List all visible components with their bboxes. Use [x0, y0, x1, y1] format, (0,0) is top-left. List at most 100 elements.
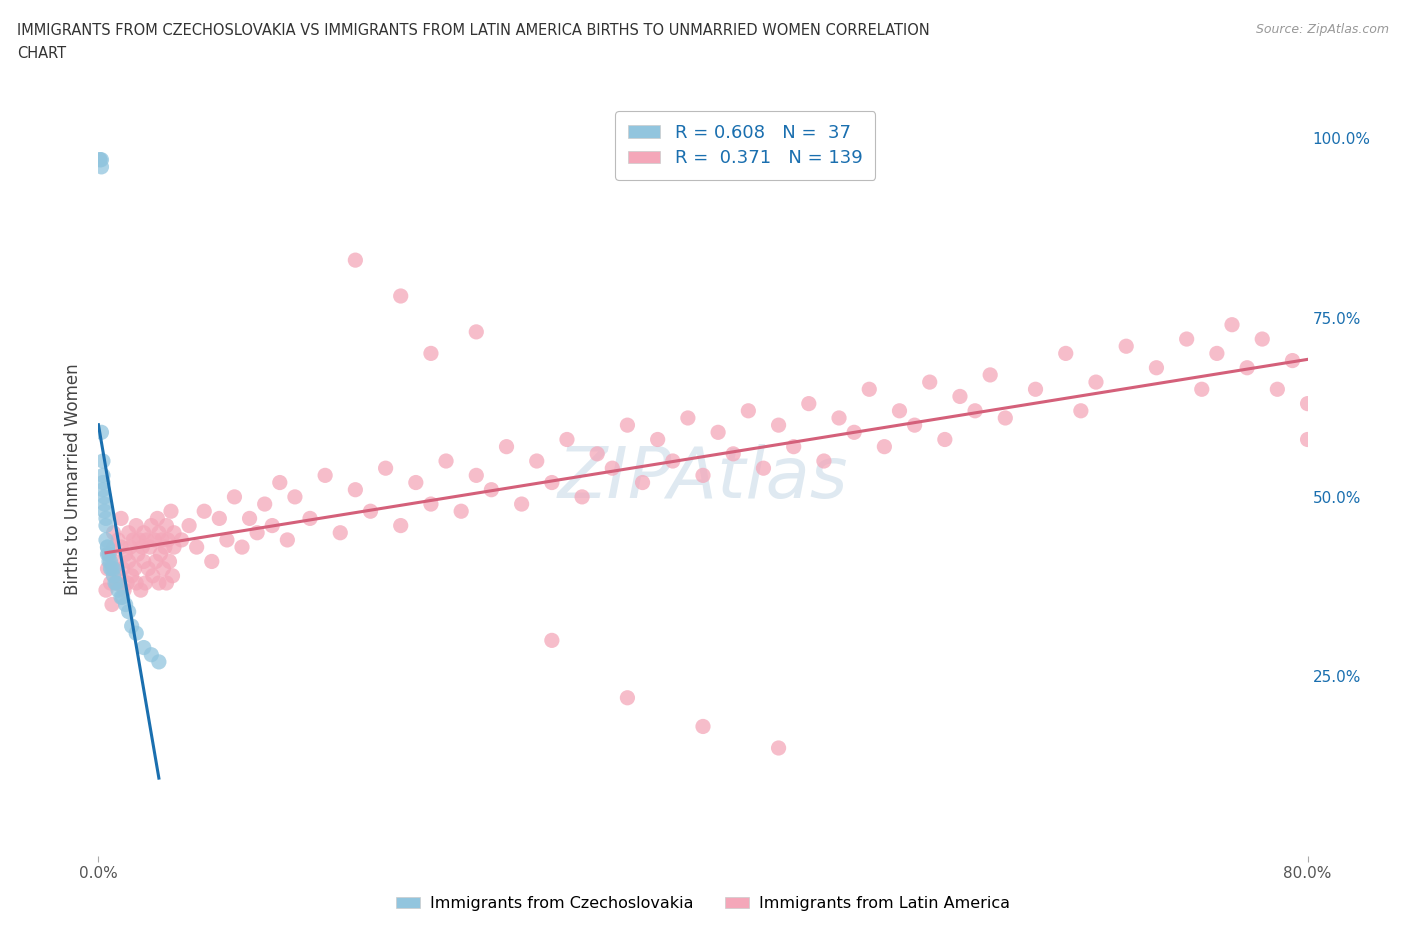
- Point: [91, 475, 114, 490]
- Point: [135, 533, 157, 548]
- Point: [813, 454, 835, 469]
- Point: [1296, 432, 1319, 447]
- Point: [465, 468, 488, 483]
- Point: [979, 367, 1001, 382]
- Point: [540, 633, 562, 648]
- Text: CHART: CHART: [17, 46, 66, 61]
- Point: [1175, 332, 1198, 347]
- Point: [94, 583, 117, 598]
- Point: [107, 583, 129, 598]
- Point: [1281, 353, 1303, 368]
- Point: [465, 325, 488, 339]
- Point: [904, 418, 927, 432]
- Point: [797, 396, 820, 411]
- Point: [146, 511, 169, 525]
- Point: [160, 504, 183, 519]
- Point: [155, 576, 177, 591]
- Point: [1054, 346, 1077, 361]
- Point: [193, 504, 215, 519]
- Point: [100, 561, 122, 576]
- Point: [692, 468, 714, 483]
- Point: [602, 460, 624, 475]
- Point: [586, 446, 609, 461]
- Point: [132, 640, 155, 655]
- Point: [152, 561, 174, 576]
- Point: [253, 497, 276, 512]
- Point: [540, 475, 562, 490]
- Point: [994, 410, 1017, 425]
- Point: [329, 525, 352, 540]
- Point: [121, 618, 143, 633]
- Point: [98, 554, 121, 569]
- Point: [420, 346, 443, 361]
- Legend: Immigrants from Czechoslovakia, Immigrants from Latin America: Immigrants from Czechoslovakia, Immigran…: [389, 890, 1017, 917]
- Point: [661, 454, 683, 469]
- Text: ZIPAtlas: ZIPAtlas: [558, 445, 848, 513]
- Point: [1296, 396, 1319, 411]
- Point: [201, 554, 224, 569]
- Point: [114, 597, 136, 612]
- Point: [141, 518, 163, 533]
- Point: [125, 518, 148, 533]
- Point: [510, 497, 533, 512]
- Point: [128, 533, 150, 548]
- Point: [90, 425, 112, 440]
- Point: [239, 511, 262, 525]
- Point: [125, 626, 148, 641]
- Point: [89, 153, 111, 167]
- Point: [150, 533, 173, 548]
- Point: [139, 539, 162, 554]
- Point: [616, 418, 638, 432]
- Point: [1191, 382, 1213, 397]
- Point: [153, 539, 176, 554]
- Point: [360, 504, 382, 519]
- Point: [115, 576, 138, 591]
- Point: [571, 489, 593, 504]
- Point: [136, 561, 159, 576]
- Point: [828, 410, 851, 425]
- Point: [299, 511, 322, 525]
- Point: [122, 533, 145, 548]
- Point: [118, 604, 141, 619]
- Point: [94, 533, 117, 548]
- Point: [434, 454, 457, 469]
- Point: [103, 525, 125, 540]
- Point: [389, 518, 412, 533]
- Point: [344, 253, 367, 268]
- Point: [101, 561, 124, 576]
- Point: [208, 511, 231, 525]
- Point: [107, 533, 129, 548]
- Point: [873, 439, 896, 454]
- Point: [120, 539, 142, 554]
- Point: [284, 489, 307, 504]
- Point: [1024, 382, 1046, 397]
- Point: [105, 576, 128, 591]
- Point: [94, 518, 117, 533]
- Point: [276, 533, 298, 548]
- Point: [374, 460, 396, 475]
- Point: [723, 446, 745, 461]
- Point: [858, 382, 880, 397]
- Point: [159, 554, 181, 569]
- Y-axis label: Births to Unmarried Women: Births to Unmarried Women: [63, 363, 82, 595]
- Legend: R = 0.608   N =  37, R =  0.371   N = 139: R = 0.608 N = 37, R = 0.371 N = 139: [616, 112, 876, 179]
- Point: [783, 439, 806, 454]
- Point: [145, 554, 167, 569]
- Point: [965, 404, 987, 418]
- Point: [155, 518, 177, 533]
- Point: [96, 561, 118, 576]
- Point: [118, 525, 141, 540]
- Point: [163, 539, 186, 554]
- Point: [112, 583, 135, 598]
- Point: [93, 497, 115, 512]
- Point: [134, 576, 156, 591]
- Point: [94, 511, 117, 525]
- Point: [616, 690, 638, 705]
- Point: [231, 539, 253, 554]
- Point: [121, 568, 143, 583]
- Point: [156, 533, 179, 548]
- Point: [129, 583, 152, 598]
- Point: [163, 525, 186, 540]
- Point: [90, 153, 112, 167]
- Point: [314, 468, 336, 483]
